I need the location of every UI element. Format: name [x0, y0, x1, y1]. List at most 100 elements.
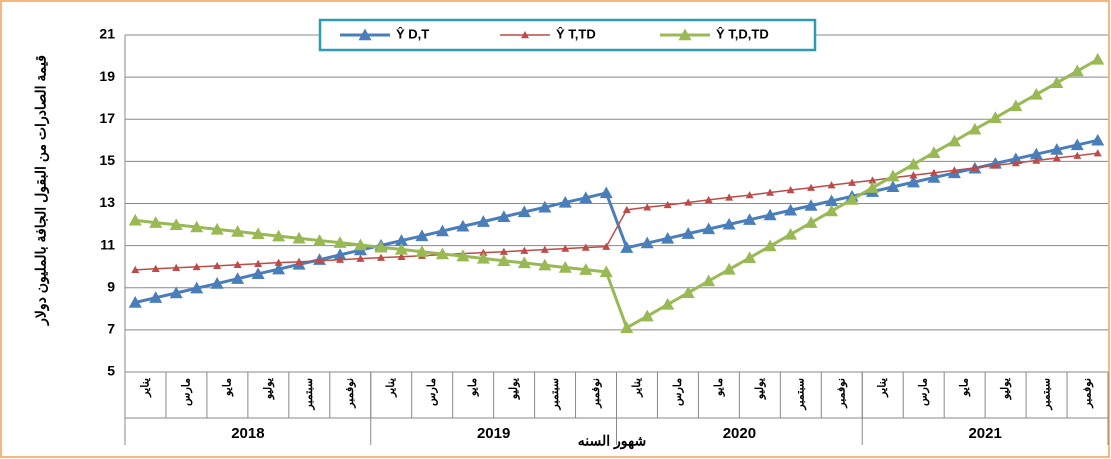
marker [231, 272, 245, 284]
marker [336, 255, 345, 263]
marker [251, 227, 265, 240]
marker [906, 157, 920, 170]
marker [663, 200, 672, 209]
x-tick-label: مارس [918, 378, 930, 406]
marker [927, 146, 941, 158]
marker [333, 248, 347, 261]
group-label: 2019 [477, 425, 510, 442]
marker [1091, 133, 1105, 146]
marker [886, 169, 900, 182]
marker [722, 217, 736, 230]
marker [497, 254, 511, 266]
marker [149, 216, 163, 228]
marker [456, 249, 470, 262]
marker [825, 194, 839, 207]
marker [354, 238, 368, 251]
y-tick-label: 19 [99, 68, 115, 84]
marker [1091, 52, 1105, 65]
marker [192, 262, 201, 271]
marker [620, 321, 634, 333]
marker [374, 240, 388, 253]
x-tick-label: نوفمبر [590, 378, 602, 409]
marker [435, 224, 449, 237]
marker [825, 204, 839, 217]
x-tick-label: نوفمبر [1081, 378, 1093, 409]
x-tick-label: مايو [221, 378, 233, 397]
x-tick-label: مارس [672, 378, 684, 406]
y-tick-label: 17 [99, 110, 115, 126]
marker [722, 262, 736, 275]
x-tick-label: مارس [426, 378, 438, 406]
marker [213, 261, 222, 270]
marker [929, 168, 938, 176]
marker [476, 215, 490, 227]
marker [292, 231, 306, 244]
marker [394, 242, 408, 255]
marker [313, 234, 327, 246]
x-tick-label: يناير [139, 378, 151, 398]
x-tick-label: يوليو [508, 378, 520, 400]
marker [128, 295, 142, 308]
marker [1029, 147, 1043, 160]
marker [356, 254, 365, 262]
legend-box [318, 18, 817, 52]
marker [640, 309, 654, 322]
marker [251, 267, 265, 280]
group-label: 2018 [231, 425, 264, 442]
marker [702, 222, 716, 235]
marker [561, 244, 570, 252]
y-tick-label: 13 [99, 194, 115, 210]
marker [233, 260, 242, 268]
marker [970, 163, 979, 172]
marker [517, 205, 531, 218]
x-tick-label: سبتمبر [303, 378, 315, 411]
marker [520, 246, 529, 254]
marker [1070, 64, 1084, 77]
marker [599, 265, 613, 278]
marker [743, 213, 757, 225]
marker [704, 195, 713, 204]
marker [968, 122, 982, 135]
legend-label: Ŷ D,T [396, 26, 429, 41]
marker [254, 259, 263, 267]
marker [397, 252, 406, 260]
y-tick-label: 11 [100, 236, 115, 252]
marker [435, 247, 449, 260]
marker [807, 183, 816, 191]
x-tick-label: نوفمبر [344, 378, 356, 409]
marker [558, 261, 572, 273]
marker [1029, 87, 1043, 100]
marker [295, 257, 304, 266]
marker [1052, 154, 1061, 162]
marker [620, 241, 634, 253]
marker [272, 229, 286, 242]
legend-label: Ŷ T,TD [556, 26, 596, 41]
x-tick-label: مايو [959, 378, 971, 397]
marker [991, 161, 1000, 169]
marker [681, 227, 695, 239]
marker [149, 291, 163, 303]
marker [763, 208, 777, 221]
marker [579, 263, 593, 275]
marker [909, 171, 918, 179]
marker [827, 181, 836, 189]
marker [497, 210, 511, 222]
x-tick-label: يناير [385, 378, 397, 398]
marker [274, 258, 283, 266]
marker [210, 222, 224, 235]
marker [766, 188, 775, 196]
marker [169, 286, 183, 299]
marker [1070, 138, 1084, 151]
group-label: 2020 [723, 425, 756, 442]
marker [333, 236, 347, 248]
marker [602, 242, 611, 250]
marker [804, 216, 818, 228]
x-tick-label: يوليو [262, 378, 274, 400]
marker [415, 245, 429, 257]
marker [763, 239, 777, 252]
marker [210, 277, 224, 289]
marker [681, 286, 695, 299]
marker [1050, 76, 1064, 89]
